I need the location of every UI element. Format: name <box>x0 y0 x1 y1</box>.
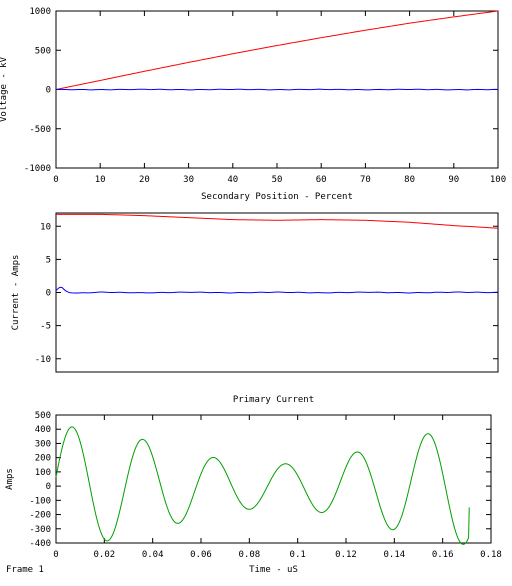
x-tick-label: 60 <box>316 175 327 185</box>
y-tick-label: -1000 <box>24 164 51 174</box>
chart-3: -400 -300 -200 -100 0 100 200 300 400 500 0 0.02 0.0… <box>5 395 502 575</box>
y-tick-label: 500 <box>35 411 51 421</box>
x-tick-label: 0.16 <box>432 550 454 560</box>
series-line-2 <box>55 88 499 91</box>
chart-title: Primary Current <box>233 395 314 405</box>
x-tick-label: 80 <box>404 175 415 185</box>
x-tick-label: 20 <box>139 175 150 185</box>
x-tick-label: 0 <box>53 175 58 185</box>
x-tick-label: 0.06 <box>190 550 212 560</box>
frame-label: Frame 1 <box>6 565 44 575</box>
y-tick-label: -300 <box>29 525 51 535</box>
x-tick-label: 50 <box>272 175 283 185</box>
y-tick-label: -500 <box>29 125 51 135</box>
y-axis-label: Amps <box>5 468 15 490</box>
series-line-1 <box>56 213 499 229</box>
x-tick-label: 0.18 <box>480 550 502 560</box>
x-tick-label: 100 <box>490 175 506 185</box>
y-tick-label: -100 <box>29 496 51 506</box>
series-line-2 <box>55 286 498 294</box>
y-tick-label: -200 <box>29 511 51 521</box>
y-tick-label: 400 <box>35 425 51 435</box>
y-tick-label: 200 <box>35 454 51 464</box>
x-tick-label: 40 <box>227 175 238 185</box>
y-tick-label: 500 <box>35 46 51 56</box>
x-tick-label: 0.02 <box>93 550 115 560</box>
x-tick-label: 0.14 <box>383 550 405 560</box>
x-tick-label: 0.08 <box>238 550 260 560</box>
y-tick-label: 5 <box>46 255 51 265</box>
x-tick-label: 0 <box>53 550 58 560</box>
x-tick-label: 0.12 <box>335 550 357 560</box>
y-axis-label: Voltage - kV <box>0 56 9 122</box>
y-tick-label: -10 <box>35 355 51 365</box>
y-axis-label: Current - Amps <box>11 255 21 331</box>
x-tick-label: 70 <box>360 175 371 185</box>
x-axis-label: Time - uS <box>249 565 298 575</box>
chart-1: -1000 -500 0 500 1000 0 10 20 30 40 50 60 70 80 90 100 S… <box>0 7 506 202</box>
y-tick-label: -400 <box>29 539 51 549</box>
x-tick-label: 30 <box>183 175 194 185</box>
x-axis-label: Secondary Position - Percent <box>201 192 353 202</box>
y-tick-label: 100 <box>35 468 51 478</box>
y-tick-label: 1000 <box>29 7 51 17</box>
x-tick-label: 0.04 <box>142 550 164 560</box>
y-tick-label: -5 <box>40 322 51 332</box>
x-tick-label: 0.1 <box>290 550 306 560</box>
plot-frame <box>55 414 492 544</box>
y-tick-label: 300 <box>35 439 51 449</box>
y-tick-label: 0 <box>46 482 51 492</box>
chart-2: -10 -5 0 5 10 Current - Amps <box>11 212 499 373</box>
y-tick-label: 0 <box>46 86 51 96</box>
x-tick-label: 10 <box>95 175 106 185</box>
y-tick-label: 10 <box>40 222 51 232</box>
series-line-1 <box>55 10 499 90</box>
x-tick-label: 90 <box>448 175 459 185</box>
y-tick-label: 0 <box>46 289 51 299</box>
series-line-1 <box>55 426 470 545</box>
